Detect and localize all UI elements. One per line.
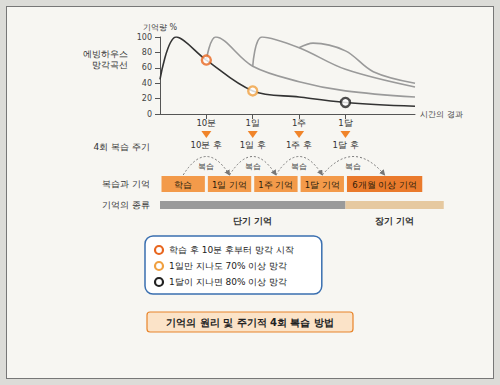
svg-text:망각곡선: 망각곡선 [92,60,128,70]
svg-text:6개월 이상 기억: 6개월 이상 기억 [352,180,417,190]
svg-text:1달이 지나면 80% 이상 망각: 1달이 지나면 80% 이상 망각 [169,277,287,287]
svg-text:40: 40 [142,79,152,88]
svg-text:기억량 %: 기억량 % [143,23,178,32]
svg-text:복습과 기억: 복습과 기억 [102,179,150,189]
svg-text:학습: 학습 [174,180,192,190]
svg-text:1주 후: 1주 후 [286,140,312,150]
svg-text:10분 후: 10분 후 [191,140,223,150]
svg-text:1일: 1일 [246,118,260,128]
svg-text:에빙하우스: 에빙하우스 [83,49,128,59]
svg-text:1일 후: 1일 후 [240,140,266,150]
svg-text:복습: 복습 [245,162,261,171]
svg-text:시간의 경과: 시간의 경과 [420,110,463,119]
svg-text:학습 후 10분 후부터 망각 시작: 학습 후 10분 후부터 망각 시작 [169,245,294,255]
svg-text:60: 60 [142,63,152,72]
svg-text:100: 100 [137,33,152,42]
svg-text:기억의 원리 및 주기적 4회 복습 방법: 기억의 원리 및 주기적 4회 복습 방법 [166,317,334,328]
svg-text:1주 기억: 1주 기억 [258,180,293,190]
svg-text:장기 기억: 장기 기억 [375,216,414,226]
svg-text:복습: 복습 [345,162,361,171]
svg-text:기억의 종류: 기억의 종류 [102,200,150,210]
svg-text:단기 기억: 단기 기억 [233,216,272,226]
svg-text:80: 80 [142,48,152,57]
svg-text:복습: 복습 [291,162,307,171]
svg-text:4회 복습 주기: 4회 복습 주기 [94,142,150,152]
svg-text:1주: 1주 [292,118,306,128]
svg-text:1일 기억: 1일 기억 [212,180,247,190]
svg-text:10분: 10분 [196,118,216,128]
svg-text:0: 0 [147,110,152,119]
svg-text:1달 후: 1달 후 [332,140,358,150]
svg-text:1달 기억: 1달 기억 [305,180,340,190]
svg-text:1달: 1달 [338,118,352,128]
svg-text:20: 20 [142,94,152,103]
svg-text:복습: 복습 [198,162,214,171]
svg-text:1일만 지나도 70% 이상 망각: 1일만 지나도 70% 이상 망각 [169,261,287,271]
